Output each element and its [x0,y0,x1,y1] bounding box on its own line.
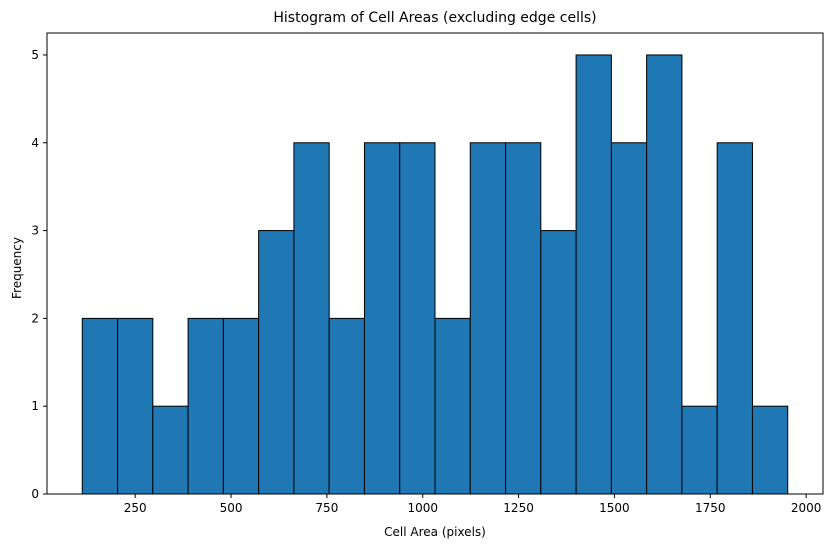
histogram-bar [152,405,189,495]
histogram-bar [81,317,119,495]
x-tick-label: 1750 [695,501,726,515]
histogram-bar [646,54,683,495]
y-tick-label: 3 [31,224,39,238]
histogram-bar [117,317,154,495]
y-tick-label: 2 [31,311,39,325]
y-tick-label: 1 [31,399,39,413]
histogram-bar [293,142,330,495]
x-tick-label: 1500 [599,501,630,515]
histogram-bar [258,230,295,495]
x-tick-label: 500 [220,501,243,515]
y-tick-label: 5 [31,48,39,62]
histogram-bar [751,405,789,495]
x-axis-ticks: 250 500 750 1000 1250 1500 1750 2000 [124,494,822,515]
plot-frame [46,32,824,495]
histogram-bar [540,230,577,495]
x-tick-label: 750 [315,501,338,515]
y-tick-label: 0 [31,487,39,501]
histogram-bar [575,54,612,495]
bars-group [81,54,789,495]
x-tick-label: 2000 [791,501,822,515]
x-axis-label: Cell Area (pixels) [384,525,486,539]
histogram-bar [363,142,401,495]
y-axis-label: Frequency [10,237,24,299]
x-tick-label: 1000 [407,501,438,515]
x-tick-label: 1250 [503,501,534,515]
histogram-bar [399,142,436,495]
histogram-bar [505,142,542,495]
chart-title: Histogram of Cell Areas (excluding edge … [273,10,596,26]
y-axis-ticks: 0 1 2 3 4 5 [31,48,47,501]
histogram-bar [716,142,753,495]
y-tick-label: 4 [31,136,39,150]
x-tick-label: 250 [124,501,147,515]
histogram-bar [610,142,648,495]
histogram-bar [434,317,471,495]
histogram-bar [681,405,718,495]
histogram-bar [187,317,224,495]
histogram-bar [469,142,507,495]
histogram-bar [222,317,260,495]
histogram-bar [328,317,365,495]
